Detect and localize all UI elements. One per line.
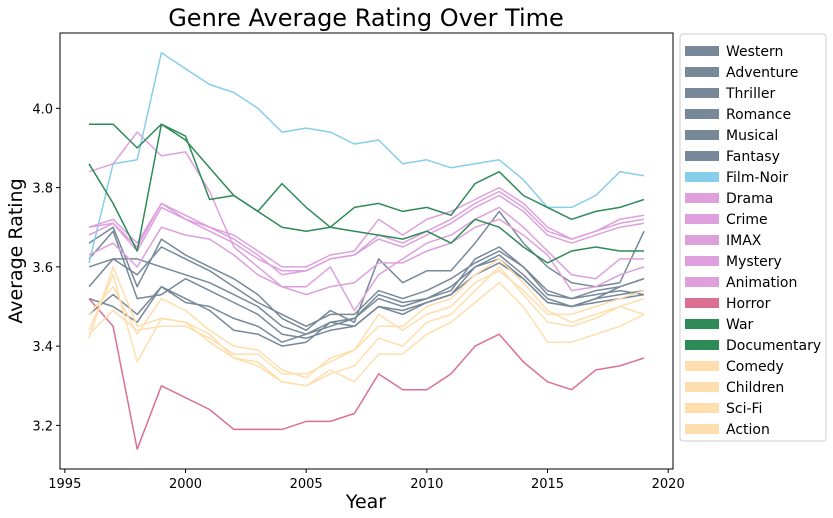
legend-swatch-adventure xyxy=(685,67,719,77)
x-tick-label: 2010 xyxy=(410,477,443,492)
y-tick-label: 3.6 xyxy=(32,261,53,276)
legend-swatch-romance xyxy=(685,109,719,119)
legend-label-crime: Crime xyxy=(726,212,768,228)
legend-swatch-musical xyxy=(685,130,719,140)
legend-label-western: Western xyxy=(726,44,783,60)
series-line-horror xyxy=(88,298,645,450)
legend-swatch-crime xyxy=(685,214,719,224)
legend-swatch-mystery xyxy=(685,256,719,266)
series-lines xyxy=(88,52,645,450)
legend-swatch-sci-fi xyxy=(685,403,719,413)
x-tick-label: 2000 xyxy=(169,477,202,492)
legend-swatch-film-noir xyxy=(685,172,719,182)
x-axis: 1995 2000 2005 2010 2015 2020 xyxy=(48,469,685,492)
series-line-crime xyxy=(88,190,645,276)
legend-label-action: Action xyxy=(726,422,770,438)
series-line-musical xyxy=(88,210,645,332)
x-axis-label: Year xyxy=(345,491,386,513)
legend-swatch-fantasy xyxy=(685,151,719,161)
legend-label-documentary: Documentary xyxy=(726,338,821,354)
legend-label-children: Children xyxy=(726,380,784,396)
legend-swatch-war xyxy=(685,319,719,329)
legend-label-sci-fi: Sci-Fi xyxy=(726,401,762,417)
legend-label-war: War xyxy=(726,317,754,333)
legend-swatch-action xyxy=(685,424,719,434)
legend-label-drama: Drama xyxy=(726,191,773,207)
series-line-mystery xyxy=(88,186,645,268)
legend-label-fantasy: Fantasy xyxy=(726,149,780,165)
series-line-imax xyxy=(88,131,644,312)
y-tick-label: 3.2 xyxy=(32,419,53,434)
legend-label-animation: Animation xyxy=(726,275,797,291)
series-line-documentary xyxy=(88,123,644,264)
series-line-thriller xyxy=(88,246,645,347)
plot-frame xyxy=(59,32,674,470)
legend-label-adventure: Adventure xyxy=(726,65,798,81)
y-tick-label: 3.8 xyxy=(32,182,53,197)
legend-swatch-horror xyxy=(685,298,719,308)
y-tick-label: 3.4 xyxy=(32,340,53,355)
series-line-comedy xyxy=(88,270,645,375)
x-tick-label: 2005 xyxy=(290,477,323,492)
legend-label-horror: Horror xyxy=(726,296,771,312)
legend-label-imax: IMAX xyxy=(726,233,762,249)
series-line-fantasy xyxy=(88,230,645,339)
legend-swatch-imax xyxy=(685,235,719,245)
legend-label-comedy: Comedy xyxy=(726,359,784,375)
legend-swatch-comedy xyxy=(685,361,719,371)
y-tick-label: 4.0 xyxy=(32,102,53,117)
series-line-war xyxy=(89,123,645,228)
x-tick-label: 2015 xyxy=(531,477,564,492)
legend-label-mystery: Mystery xyxy=(726,254,782,270)
series-line-sci-fi xyxy=(88,266,645,387)
legend-swatch-documentary xyxy=(685,340,719,350)
series-line-western xyxy=(88,258,645,343)
legend-swatch-thriller xyxy=(685,88,719,98)
series-line-romance xyxy=(88,246,645,328)
series-line-film-noir xyxy=(88,52,645,264)
legend-label-musical: Musical xyxy=(726,128,778,144)
legend-swatch-animation xyxy=(685,277,719,287)
x-tick-label: 2020 xyxy=(652,477,685,492)
y-axis-label: Average Rating xyxy=(5,178,27,323)
chart-title: Genre Average Rating Over Time xyxy=(168,4,564,32)
series-line-action xyxy=(88,258,645,379)
legend-swatch-children xyxy=(685,382,719,392)
series-line-adventure xyxy=(88,254,645,335)
legend-swatch-western xyxy=(685,46,719,56)
y-axis: 3.2 3.4 3.6 3.8 4.0 xyxy=(32,102,60,434)
legend-label-romance: Romance xyxy=(726,107,791,123)
legend-label-thriller: Thriller xyxy=(725,86,775,102)
legend-swatch-drama xyxy=(685,193,719,203)
legend-label-film-noir: Film-Noir xyxy=(726,170,788,186)
legend: Western Adventure Thriller Romance Musical Fa… xyxy=(679,33,827,442)
x-tick-label: 1995 xyxy=(48,477,81,492)
